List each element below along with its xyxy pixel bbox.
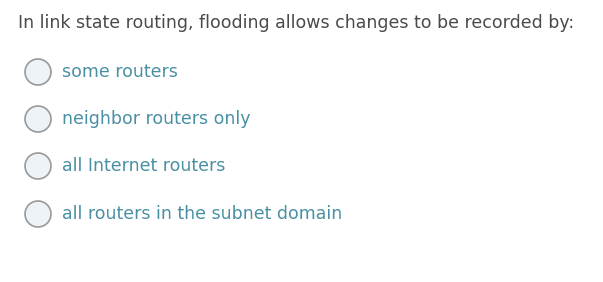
Circle shape bbox=[25, 201, 51, 227]
Text: all Internet routers: all Internet routers bbox=[62, 157, 226, 175]
Text: some routers: some routers bbox=[62, 63, 178, 81]
Circle shape bbox=[25, 153, 51, 179]
Circle shape bbox=[25, 106, 51, 132]
Text: In link state routing, flooding allows changes to be recorded by:: In link state routing, flooding allows c… bbox=[18, 14, 574, 32]
Circle shape bbox=[25, 59, 51, 85]
Text: neighbor routers only: neighbor routers only bbox=[62, 110, 250, 128]
Text: all routers in the subnet domain: all routers in the subnet domain bbox=[62, 205, 343, 223]
